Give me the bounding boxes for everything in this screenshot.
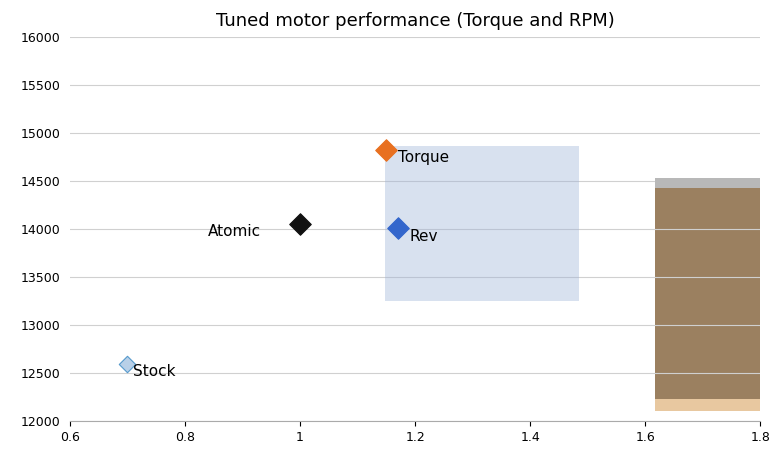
Title: Tuned motor performance (Torque and RPM): Tuned motor performance (Torque and RPM) — [216, 12, 615, 30]
Point — [121, 360, 133, 367]
Text: Rev: Rev — [410, 229, 438, 244]
Text: Atomic: Atomic — [208, 224, 261, 239]
Text: Torque: Torque — [398, 150, 449, 165]
Point — [392, 225, 404, 232]
Bar — [385, 146, 579, 301]
Bar — [655, 188, 760, 400]
Point — [294, 220, 307, 227]
Bar — [655, 399, 760, 410]
Text: Stock: Stock — [133, 364, 175, 379]
Point — [380, 146, 393, 154]
Bar — [655, 178, 760, 188]
